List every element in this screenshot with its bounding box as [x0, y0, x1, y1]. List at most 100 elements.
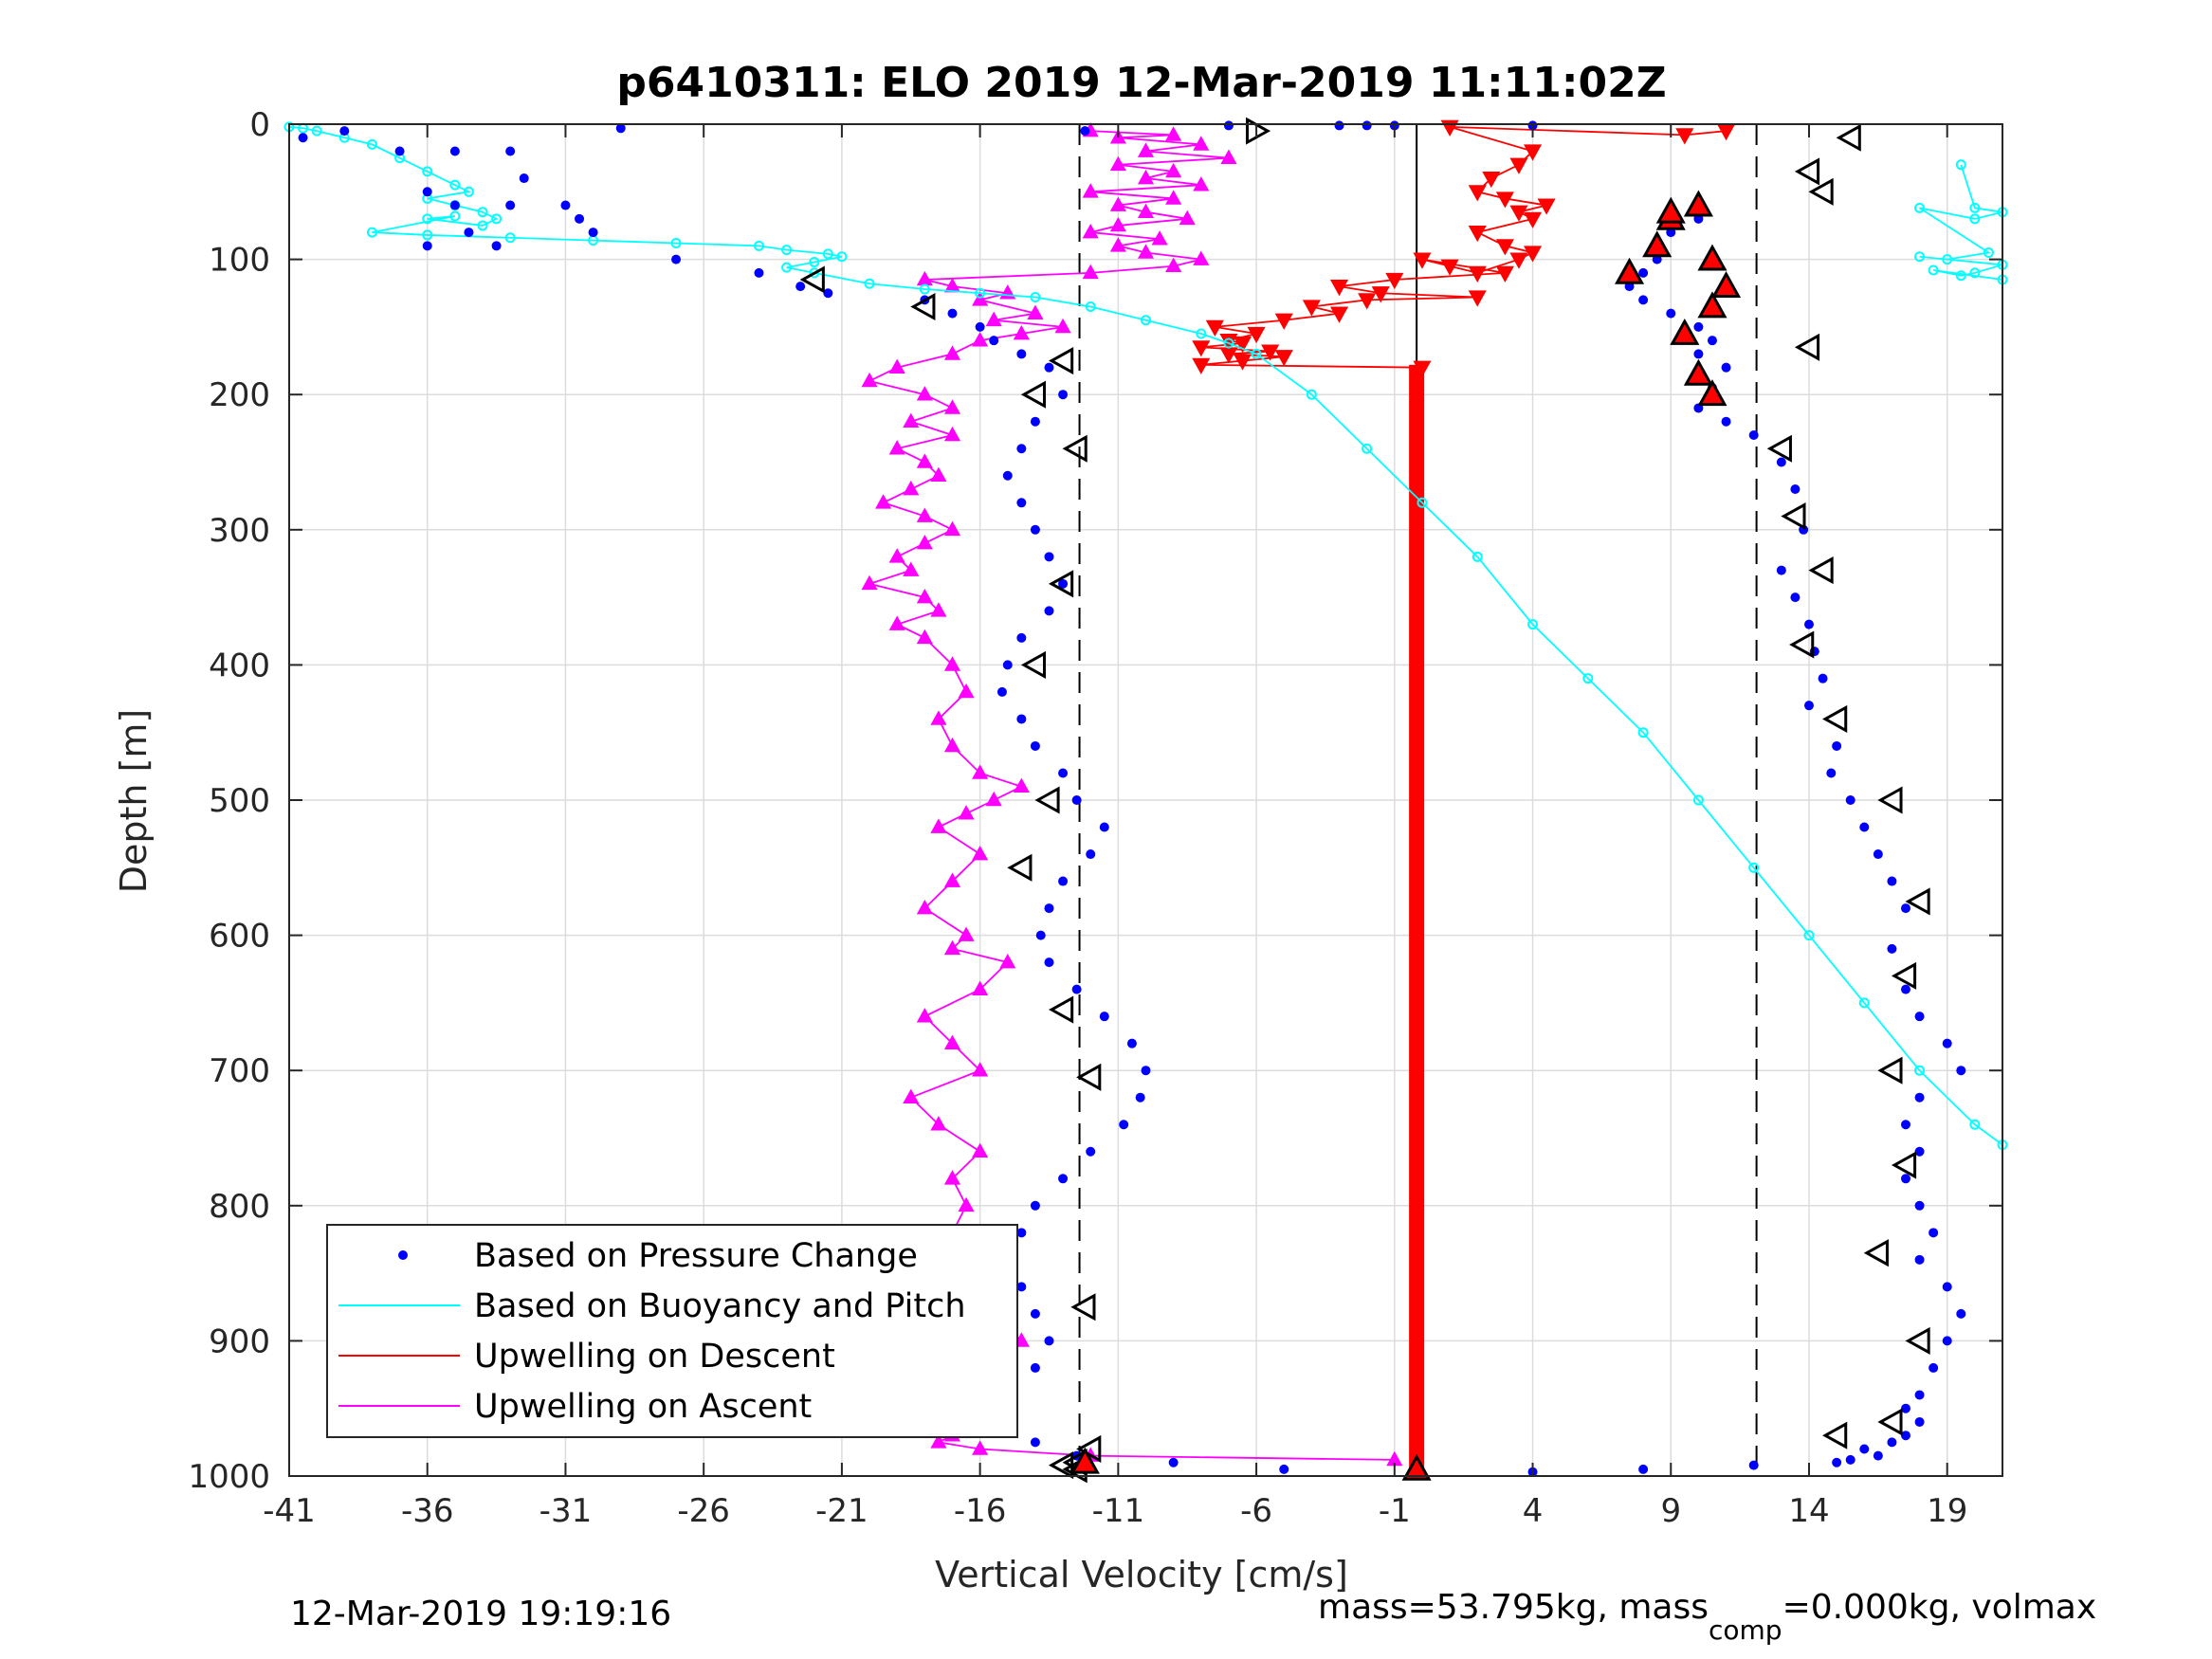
- pressure-point: [464, 228, 474, 238]
- ascent-point: [1165, 126, 1182, 141]
- pressure-point: [491, 241, 502, 251]
- open-triangle-marker: [1048, 570, 1074, 598]
- ascent-point: [1082, 223, 1099, 239]
- pressure-point: [1168, 1457, 1179, 1468]
- pressure-point: [505, 200, 516, 210]
- pressure-point: [1044, 957, 1054, 968]
- pressure-point: [1942, 1336, 1952, 1346]
- pressure-point: [1748, 429, 1759, 440]
- ascent-point: [903, 412, 920, 428]
- pressure-point: [1956, 1066, 1966, 1076]
- ascent-point: [888, 548, 905, 563]
- open-triangle-marker: [1808, 556, 1834, 585]
- y-tick-label: 900: [209, 1322, 270, 1360]
- ascent-point: [930, 710, 947, 725]
- ascent-point: [930, 602, 947, 617]
- buoyancy-point: [1969, 213, 1981, 225]
- ascent-point: [972, 1142, 989, 1158]
- descent-point: [1274, 350, 1293, 367]
- buoyancy-point: [366, 227, 377, 238]
- red-triangle-marker: [1069, 1447, 1100, 1474]
- red-triangle-marker: [1670, 318, 1700, 345]
- buoyancy-point: [422, 229, 433, 241]
- open-triangle-marker: [1905, 1326, 1930, 1355]
- open-triangle-marker: [1789, 630, 1815, 659]
- y-tick-label: 700: [209, 1052, 270, 1090]
- pressure-point: [1086, 1146, 1096, 1157]
- legend: Based on Pressure Change Based on Buoyanc…: [326, 1224, 1018, 1438]
- ascent-point: [943, 656, 961, 671]
- buoyancy-point: [1748, 862, 1760, 873]
- ascent-point: [943, 1170, 961, 1185]
- buoyancy-point: [504, 232, 516, 244]
- open-triangle-marker: [1794, 333, 1820, 361]
- red-triangle-marker: [1710, 271, 1742, 299]
- ascent-point: [1193, 136, 1210, 151]
- descent-point: [1247, 326, 1266, 344]
- ascent-point: [1220, 149, 1237, 164]
- pressure-point: [1900, 1431, 1910, 1441]
- buoyancy-point: [311, 125, 322, 137]
- axes: -41 -36 -31 -26 -21 -16 -11 -6 -1 4 9 14 19 0 100 200 30…: [188, 106, 2003, 1530]
- buoyancy-point: [463, 186, 474, 197]
- ascent-point: [972, 764, 989, 779]
- buoyancy-point: [449, 210, 461, 222]
- pressure-point: [1900, 903, 1910, 914]
- ascent-point: [888, 615, 905, 630]
- red-triangle-marker: [1642, 230, 1673, 258]
- buoyancy-point: [1251, 348, 1262, 359]
- pressure-point: [1929, 1362, 1939, 1373]
- pressure-point: [1058, 578, 1069, 589]
- buoyancy-point: [1969, 202, 1981, 213]
- pressure-point: [449, 200, 460, 210]
- pressure-point: [1030, 1362, 1040, 1373]
- buoyancy-point: [1914, 202, 1926, 213]
- ascent-point: [943, 399, 961, 414]
- pressure-point: [298, 133, 308, 143]
- pressure-point: [1859, 1444, 1870, 1454]
- ascent-point: [903, 480, 920, 496]
- ascent-point: [1165, 190, 1182, 205]
- open-triangle-marker: [1877, 1408, 1903, 1436]
- buoyancy-point: [491, 213, 503, 225]
- ascent-point: [1137, 203, 1155, 218]
- ascent-point: [943, 872, 961, 887]
- pressure-point: [519, 173, 529, 184]
- pressure-point: [1016, 632, 1027, 643]
- ascent-point: [916, 629, 933, 645]
- pressure-point: [1914, 1092, 1925, 1103]
- red-triangle-marker: [1697, 379, 1728, 407]
- buoyancy-point: [753, 240, 764, 251]
- pressure-point: [1790, 592, 1801, 603]
- pressure-point: [1016, 1282, 1027, 1292]
- mass-footer-rest: =0.000kg, volmax: [1782, 1588, 2097, 1627]
- buoyancy-point: [836, 251, 848, 263]
- open-triangle-marker: [1076, 1063, 1102, 1091]
- pressure-point: [1279, 1464, 1289, 1474]
- pressure-point: [1044, 362, 1054, 373]
- descent-point: [1495, 191, 1514, 209]
- red-triangle-marker: [1697, 291, 1728, 319]
- pressure-point: [1030, 524, 1040, 535]
- pressure-point: [1035, 930, 1046, 940]
- buoyancy-point: [1362, 443, 1373, 454]
- pressure-point: [1638, 1464, 1649, 1474]
- descent-red-bar: [1409, 364, 1425, 1469]
- buoyancy-point: [1085, 301, 1096, 313]
- y-tick-label: 400: [209, 647, 270, 684]
- pressure-point: [1141, 1066, 1151, 1076]
- open-triangle-marker: [1020, 650, 1047, 679]
- descent-point: [1495, 265, 1514, 283]
- pressure-point: [1900, 1174, 1910, 1184]
- pressure-point: [1016, 714, 1027, 724]
- pressure-point: [1016, 444, 1027, 454]
- ascent-point: [1082, 183, 1099, 198]
- chart-title: p6410311: ELO 2019 12-Mar-2019 11:11:02Z: [616, 59, 1666, 107]
- ascent-point: [985, 791, 1002, 807]
- pressure-point: [1776, 565, 1786, 575]
- buoyancy-point: [422, 166, 433, 177]
- pressure-point: [1914, 1012, 1925, 1022]
- pressure-point: [1058, 390, 1069, 400]
- open-triangle-marker: [910, 292, 936, 321]
- pressure-point: [1914, 1416, 1925, 1427]
